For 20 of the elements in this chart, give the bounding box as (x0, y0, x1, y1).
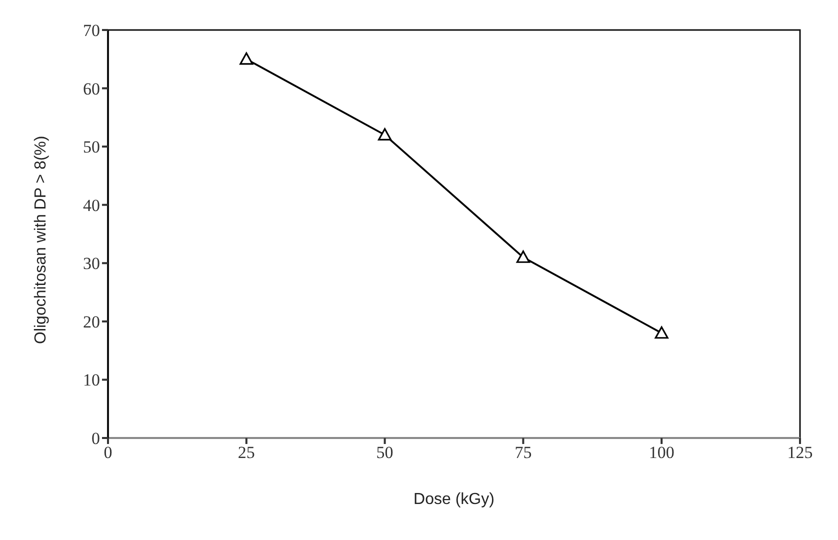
x-tick-label: 100 (648, 443, 674, 462)
y-tick-label: 60 (83, 79, 100, 98)
x-tick-label: 25 (238, 443, 255, 462)
x-tick-label: 0 (104, 443, 112, 462)
y-axis-title: Oligochitosan with DP > 8(%) (32, 136, 50, 344)
y-tick-label: 0 (92, 429, 100, 448)
point (654, 326, 668, 339)
point (378, 128, 392, 141)
y-tick-label: 40 (83, 196, 100, 215)
x-axis-title: Dose (kGy) (414, 491, 494, 508)
x-tick-label: 75 (514, 443, 532, 462)
y-tick-label: 50 (83, 138, 100, 157)
y-tick-label: 70 (83, 21, 100, 40)
point (516, 250, 530, 263)
point (240, 52, 254, 65)
x-tick-label: 50 (376, 443, 394, 462)
x-tick-label: 125 (787, 443, 813, 462)
y-tick-label: 10 (83, 370, 100, 390)
y-tick-label: 30 (83, 254, 100, 274)
y-tick-label: 20 (83, 312, 100, 332)
